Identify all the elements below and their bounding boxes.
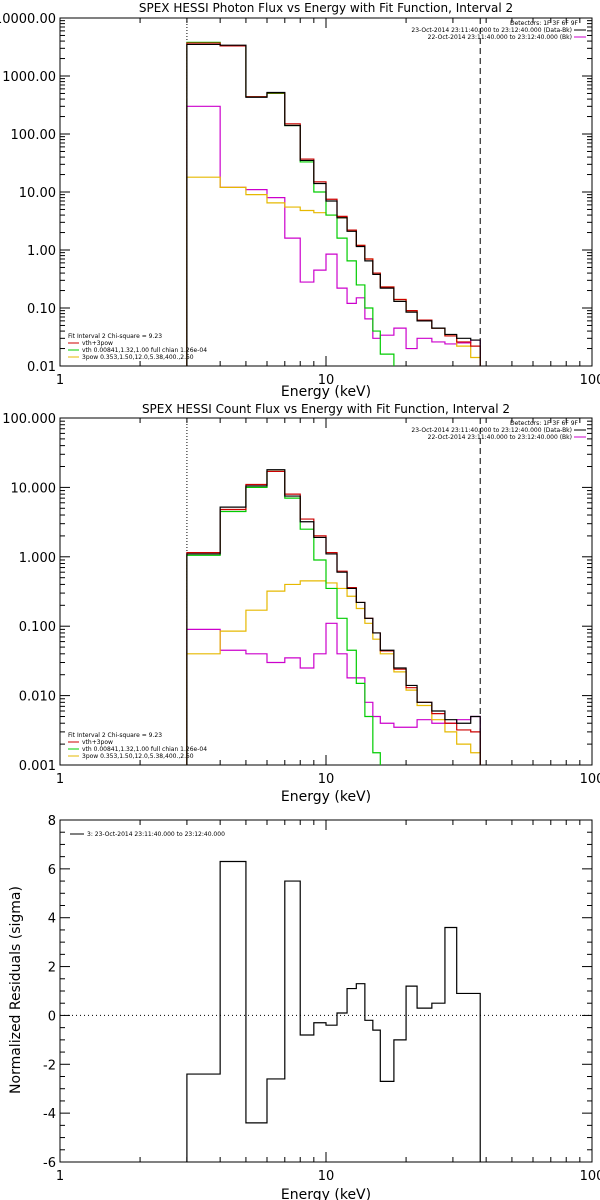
legend-text: vth 0.00841,1.32,1.00 full chian 1.26e-0…	[82, 347, 207, 354]
x-tick-label: 10	[318, 373, 335, 388]
x-tick-label: 1	[56, 1169, 64, 1184]
y-tick-label: 0.001	[19, 759, 56, 774]
y-tick-label: 10.00	[19, 186, 56, 201]
x-tick-label: 100	[580, 1169, 600, 1184]
legend-text: 3: 23-Oct-2014 23:11:40.000 to 23:12:40.…	[87, 831, 225, 838]
plot-frame	[59, 819, 593, 1163]
series-line	[186, 470, 481, 765]
series-line	[186, 43, 481, 366]
legend-text: 23-Oct-2014 23:11:40.000 to 23:12:40.000…	[411, 427, 572, 434]
y-tick-label: 0.010	[19, 690, 56, 705]
residuals-ylabel: Normalized Residuals (sigma)	[8, 886, 24, 1094]
y-tick-label: 1000.00	[2, 70, 56, 85]
legend-text: 22-Oct-2014 23:11:40.000 to 23:12:40.000…	[428, 434, 572, 441]
y-tick-label: 1.000	[19, 551, 56, 566]
x-tick-label: 10	[318, 772, 335, 787]
count-flux-xlabel: Energy (keV)	[281, 789, 371, 805]
y-tick-label: 100.00	[11, 128, 57, 143]
series-line	[186, 105, 481, 366]
legend-text: 3pow 0.353,1.50,12.0,5.38,400.,2.50	[82, 753, 194, 760]
legend-text: 23-Oct-2014 23:11:40.000 to 23:12:40.000…	[411, 27, 572, 34]
photon-flux-title: SPEX HESSI Photon Flux vs Energy with Fi…	[139, 1, 513, 15]
series-line	[186, 41, 481, 366]
y-tick-label: 0.01	[27, 360, 56, 375]
series-line	[186, 176, 481, 366]
photon-flux-xlabel: Energy (keV)	[281, 384, 371, 400]
legend-text: 22-Oct-2014 23:11:40.000 to 23:12:40.000…	[428, 34, 572, 41]
legend-text: 3pow 0.353,1.50,12.0,5.38,400.,2.50	[82, 354, 194, 361]
series-line	[186, 469, 481, 765]
legend-text: Detectors: 1F 3F 6F 9F	[510, 20, 579, 27]
series-line	[186, 470, 481, 765]
x-tick-label: 10	[318, 1169, 335, 1184]
y-tick-label: 0.100	[19, 620, 56, 635]
legend-text: vth 0.00841,1.32,1.00 full chian 1.26e-0…	[82, 746, 207, 753]
legend-text: Fit Interval 2 Chi-square = 9.23	[68, 333, 162, 340]
count-flux-panel: SPEX HESSI Count Flux vs Energy with Fit…	[2, 402, 600, 805]
residuals-xlabel: Energy (keV)	[281, 1187, 371, 1200]
y-tick-label: 0.10	[27, 302, 56, 317]
series-line	[186, 622, 481, 765]
x-tick-label: 100	[580, 373, 600, 388]
legend-text: vth+3pow	[82, 739, 113, 746]
y-tick-label: 10.000	[11, 481, 57, 496]
y-tick-label: 8	[48, 814, 56, 829]
photon-flux-panel: SPEX HESSI Photon Flux vs Energy with Fi…	[0, 1, 600, 400]
y-tick-label: 0	[48, 1009, 56, 1024]
series-line	[186, 860, 481, 1162]
legend-text: Detectors: 1F 3F 6F 9F	[510, 420, 579, 427]
y-tick-label: -4	[43, 1107, 56, 1122]
y-tick-label: -2	[43, 1058, 56, 1073]
y-tick-label: 6	[48, 863, 56, 878]
residuals-panel: Energy (keV) Normalized Residuals (sigma…	[8, 814, 600, 1200]
y-tick-label: 10000.00	[0, 12, 56, 27]
y-tick-label: 2	[48, 961, 56, 976]
x-tick-label: 1	[56, 772, 64, 787]
plot-frame	[59, 417, 593, 766]
y-tick-label: -6	[43, 1156, 56, 1171]
y-tick-label: 1.00	[27, 244, 56, 259]
y-tick-label: 4	[48, 912, 56, 927]
y-tick-label: 100.000	[2, 412, 56, 427]
x-tick-label: 1	[56, 373, 64, 388]
count-flux-title: SPEX HESSI Count Flux vs Energy with Fit…	[142, 402, 510, 416]
legend-text: vth+3pow	[82, 340, 113, 347]
legend-text: Fit Interval 2 Chi-square = 9.23	[68, 732, 162, 739]
x-tick-label: 100	[580, 772, 600, 787]
series-line	[186, 42, 481, 366]
series-line	[186, 580, 481, 765]
